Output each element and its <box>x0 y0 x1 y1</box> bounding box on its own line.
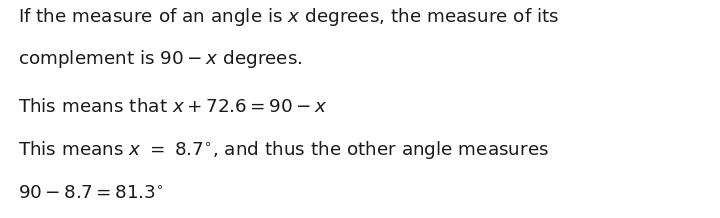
Text: If the measure of an angle is $x$ degrees, the measure of its: If the measure of an angle is $x$ degree… <box>18 6 559 28</box>
Text: $90 - 8.7 = 81.3^{\circ}$: $90 - 8.7 = 81.3^{\circ}$ <box>18 185 163 203</box>
Text: complement is $90 - x$ degrees.: complement is $90 - x$ degrees. <box>18 48 302 70</box>
Text: This means $x\ =\ 8.7^{\circ}$, and thus the other angle measures: This means $x\ =\ 8.7^{\circ}$, and thus… <box>18 139 549 161</box>
Text: This means that $x + 72.6 = 90 - x$: This means that $x + 72.6 = 90 - x$ <box>18 97 328 116</box>
